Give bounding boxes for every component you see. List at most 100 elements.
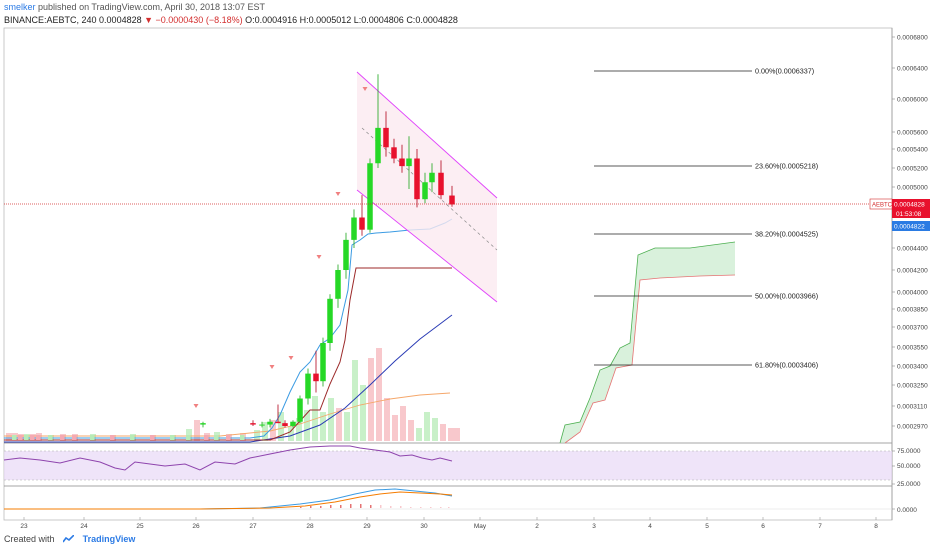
y-tick-label: 0.0005400 <box>897 146 928 153</box>
channel-lower-line <box>356 189 498 303</box>
candle-body <box>297 398 303 422</box>
volume-bar <box>440 424 446 441</box>
candle-body <box>305 373 311 399</box>
macd-histogram-bar <box>440 507 442 508</box>
macd-histogram-bar <box>300 507 302 508</box>
volume-bar <box>304 410 310 441</box>
y-tick-label: 0.0003110 <box>897 403 928 410</box>
rsi-tick-label: 25.0000 <box>897 481 921 488</box>
ohlc-line: BINANCE:AEBTC, 240 0.0004828 ▼ −0.000043… <box>4 15 458 25</box>
small-candle <box>204 435 209 440</box>
y-tick-label: 0.0002970 <box>897 423 928 430</box>
volume-bar <box>6 433 12 441</box>
signal-marker-icon <box>193 404 199 408</box>
candle-body <box>313 373 319 382</box>
volume-bar <box>424 412 430 441</box>
macd-histogram-bar <box>340 505 342 508</box>
cloud-span-b <box>564 274 736 444</box>
small-candle <box>214 435 219 440</box>
signal-marker-icon <box>269 365 275 369</box>
volume-bar <box>312 396 318 441</box>
ma-value-badge <box>892 221 930 231</box>
candle-body <box>290 421 296 426</box>
candle-body <box>320 343 326 382</box>
volume-bar <box>254 430 260 441</box>
signal-marker-icon <box>335 192 341 196</box>
ma-orange-line <box>4 392 451 437</box>
chart-frame <box>3 27 893 521</box>
small-candle <box>24 435 29 440</box>
channel-mid-dashed-line <box>361 127 498 251</box>
candle-body <box>438 172 444 196</box>
small-candle <box>72 435 77 440</box>
volume-bar <box>194 420 200 441</box>
chart-header: smelker published on TradingView.com, Ap… <box>0 0 932 30</box>
macd-signal-line <box>4 491 453 510</box>
channel-upper-line <box>356 71 498 199</box>
x-tick-label: 25 <box>136 523 144 530</box>
open-value: O:0.0004916 <box>245 15 298 25</box>
tradingview-logo-icon <box>63 535 75 543</box>
x-tick-label: 3 <box>592 523 596 530</box>
x-tick-label: 6 <box>761 523 765 530</box>
countdown-text: 01:53:08 <box>896 211 922 218</box>
y-tick-label: 0.0003400 <box>897 363 928 370</box>
created-with-label: Created with <box>4 534 55 544</box>
macd-histogram-bar <box>448 507 450 508</box>
fib-level-label: 23.60%(0.0005218) <box>755 162 818 171</box>
candle-body <box>351 217 357 240</box>
candle-body <box>429 172 435 183</box>
fib-level-label: 38.20%(0.0004525) <box>755 230 818 239</box>
small-candle <box>36 435 41 440</box>
y-tick-label: 0.0006800 <box>897 34 928 41</box>
candle-body <box>200 423 206 425</box>
y-tick-label: 0.0003850 <box>897 306 928 313</box>
x-tick-label: 29 <box>363 523 371 530</box>
candle-body <box>406 158 412 167</box>
last-price: 0.0004828 <box>99 15 142 25</box>
volume-bar <box>400 406 406 441</box>
small-candle <box>130 435 135 440</box>
macd-histogram-bar <box>370 505 372 508</box>
signal-marker-icon <box>316 255 322 259</box>
rsi-tick-label: 50.0000 <box>897 463 921 470</box>
price-change: ▼ −0.0000430 (−8.18%) <box>144 15 243 25</box>
signal-marker-icon <box>362 87 368 91</box>
x-tick-label: 5 <box>705 523 709 530</box>
x-tick-label: 27 <box>249 523 257 530</box>
fib-level-label: 61.80%(0.0003406) <box>755 361 818 370</box>
macd-histogram-bar <box>420 507 422 508</box>
macd-histogram-bar <box>310 506 312 508</box>
volume-bar <box>408 420 414 441</box>
macd-tick-label: 0.0000 <box>897 507 917 514</box>
macd-histogram-bar <box>390 506 392 508</box>
small-candle <box>170 435 175 440</box>
candle-body <box>259 424 265 426</box>
x-tick-label: 8 <box>874 523 878 530</box>
candle-body <box>267 421 273 425</box>
publish-info: published on TradingView.com, April 30, … <box>38 2 266 12</box>
small-candle <box>12 435 17 440</box>
volume-bar <box>352 360 358 441</box>
x-tick-label: 2 <box>535 523 539 530</box>
small-candle <box>226 435 231 440</box>
author-link[interactable]: smelker <box>4 2 36 12</box>
y-tick-label: 0.0005600 <box>897 129 928 136</box>
volume-bar <box>416 428 422 441</box>
volume-bar <box>296 418 302 441</box>
candle-body <box>383 127 389 148</box>
candle-body <box>449 195 455 205</box>
tradingview-brand[interactable]: TradingView <box>82 534 136 544</box>
cloud-span-a <box>559 241 736 444</box>
small-candle <box>18 435 23 440</box>
countdown-badge <box>892 209 930 218</box>
candle-body <box>359 217 365 230</box>
y-tick-label: 0.0005200 <box>897 165 928 172</box>
y-tick-label: 0.0003700 <box>897 324 928 331</box>
last-price-badge <box>892 199 930 209</box>
candle-body <box>250 423 256 425</box>
macd-histogram-bar <box>350 504 352 508</box>
x-tick-label: 7 <box>818 523 822 530</box>
small-candle <box>240 435 245 440</box>
